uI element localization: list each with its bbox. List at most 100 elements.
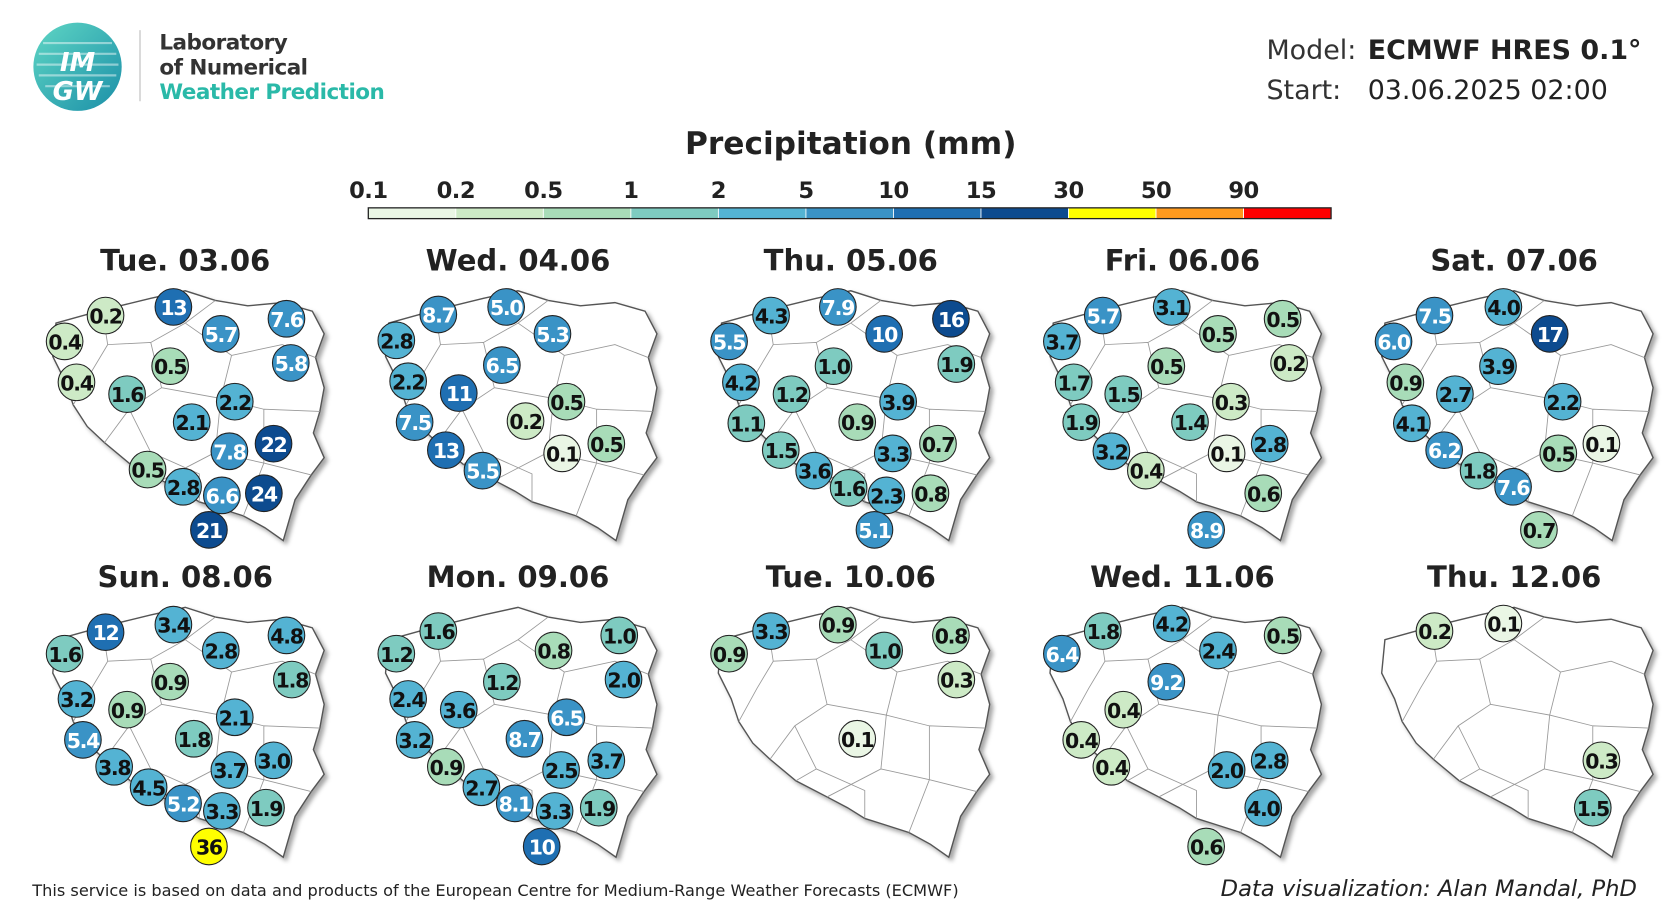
precip-value: 2.5 xyxy=(545,759,577,783)
precip-value: 0.5 xyxy=(154,355,186,379)
precip-value: 7.6 xyxy=(270,308,303,332)
start: 03.06.2025 02:00 xyxy=(1368,75,1608,106)
precip-marker xyxy=(1436,375,1474,414)
precip-marker xyxy=(86,296,125,335)
precip-value: 0.6 xyxy=(1247,482,1280,506)
precip-marker xyxy=(710,634,748,673)
precip-marker xyxy=(1374,322,1413,361)
precip-marker xyxy=(267,616,306,655)
precip-value: 5.7 xyxy=(1087,305,1119,329)
precip-value: 1.1 xyxy=(730,412,762,436)
legend-swatch xyxy=(367,207,457,220)
precip-marker xyxy=(855,511,894,549)
precip-value: 1.6 xyxy=(832,477,865,501)
legend-swatch xyxy=(980,207,1069,220)
precip-value: 7.5 xyxy=(1418,305,1450,329)
panel: Sun. 08.06 12 3.4 2.8 4.8 1.6 0.9 1.8 3.2 0.9 2.1 5… xyxy=(45,560,324,866)
precip-value: 0.2 xyxy=(1273,352,1305,376)
precip-value: 8.7 xyxy=(508,728,540,752)
panel-title: Sun. 08.06 xyxy=(98,560,273,594)
precip-value: 3.1 xyxy=(1156,296,1188,320)
legend-swatch xyxy=(1155,207,1244,220)
precip-marker xyxy=(463,451,502,490)
precip-marker xyxy=(1263,299,1302,338)
precip-value: 4.2 xyxy=(725,371,757,395)
precip-value: 7.6 xyxy=(1497,476,1530,500)
precip-marker xyxy=(1415,612,1454,650)
precip-value: 1.5 xyxy=(1577,797,1609,821)
panel: Tue. 10.06 3.3 0.9 1.0 0.8 0.9 0.3 0.1 xyxy=(710,560,990,857)
precip-marker xyxy=(873,434,912,473)
precip-marker xyxy=(722,363,760,402)
precip-marker xyxy=(534,631,573,670)
precip-marker xyxy=(604,660,643,699)
precip-value: 4.8 xyxy=(270,624,302,648)
precip-value: 4.0 xyxy=(1487,296,1520,320)
precip-value: 4.3 xyxy=(755,305,787,329)
precip-value: 12 xyxy=(93,621,119,645)
precip-value: 6.4 xyxy=(1046,643,1079,667)
precip-marker xyxy=(865,315,903,353)
precip-marker xyxy=(1104,375,1143,414)
start-label: Start: xyxy=(1266,75,1341,106)
precip-marker xyxy=(1152,288,1191,326)
precip-value: 1.2 xyxy=(775,383,807,407)
footer-source: This service is based on data and produc… xyxy=(31,881,958,900)
panel: Wed. 11.06 1.8 4.2 2.4 0.5 6.4 9.2 0.4 0.4 0.4 2.0… xyxy=(1043,560,1322,866)
precip-marker xyxy=(505,719,544,758)
precip-value: 5.5 xyxy=(713,330,745,354)
legend-swatch xyxy=(893,207,982,220)
panel-title: Thu. 12.06 xyxy=(1427,560,1601,594)
legend-tick-label: 1 xyxy=(623,178,638,204)
precip-marker xyxy=(210,432,249,471)
precip-value: 0.3 xyxy=(940,669,972,693)
precip-marker xyxy=(533,315,572,353)
precip-value: 0.9 xyxy=(841,411,873,435)
precip-marker xyxy=(522,827,561,866)
precip-value: 6.2 xyxy=(1428,439,1460,463)
precip-value: 1.0 xyxy=(817,355,850,379)
precip-marker xyxy=(937,345,976,383)
precip-value: 8.9 xyxy=(1190,519,1222,543)
panel: Sat. 07.06 7.5 4.0 17 6.0 3.9 0.9 2.7 2.2 4.1 0.5 0… xyxy=(1374,243,1653,549)
precip-marker xyxy=(1054,363,1093,402)
precip-value: 11 xyxy=(446,382,472,406)
panel-title: Wed. 11.06 xyxy=(1090,560,1275,594)
precip-value: 2.2 xyxy=(1546,391,1578,415)
panel: Wed. 04.06 8.7 5.0 2.8 5.3 6.5 2.2 11 0.5 0.2 7.51… xyxy=(377,243,657,540)
precip-marker xyxy=(1152,604,1191,643)
precip-value: 3.3 xyxy=(206,800,238,824)
precip-value: 7.9 xyxy=(822,296,854,320)
precip-value: 5.1 xyxy=(858,519,890,543)
legend-title: Precipitation (mm) xyxy=(685,126,1016,162)
precip-marker xyxy=(495,784,534,823)
precip-value: 0.2 xyxy=(1418,620,1450,644)
legend-swatch xyxy=(1243,207,1332,220)
precip-marker xyxy=(1083,296,1122,335)
precip-value: 2.0 xyxy=(1210,759,1243,783)
legend-swatch xyxy=(717,207,807,220)
precip-value: 3.6 xyxy=(798,460,831,484)
precip-value: 4.2 xyxy=(1156,613,1188,637)
precip-marker xyxy=(1062,721,1101,759)
precip-marker xyxy=(175,719,213,758)
precip-value: 1.9 xyxy=(250,797,282,821)
precip-marker xyxy=(838,719,877,758)
legend-swatch xyxy=(630,207,719,220)
precip-marker xyxy=(1199,631,1237,670)
legend-tick-label: 0.1 xyxy=(349,178,387,204)
precip-value: 17 xyxy=(1537,323,1563,347)
precip-marker xyxy=(1187,511,1225,549)
precip-value: 2.8 xyxy=(205,640,237,664)
legend-tick-label: 5 xyxy=(798,178,813,204)
precip-value: 0.2 xyxy=(509,410,541,434)
precip-value: 6.0 xyxy=(1377,330,1410,354)
precip-marker xyxy=(752,612,790,650)
precip-marker xyxy=(154,288,193,326)
precip-marker xyxy=(164,467,202,506)
precip-marker xyxy=(426,431,465,470)
precip-marker xyxy=(389,680,428,718)
precip-value: 1.0 xyxy=(868,640,901,664)
precip-marker xyxy=(45,634,84,673)
